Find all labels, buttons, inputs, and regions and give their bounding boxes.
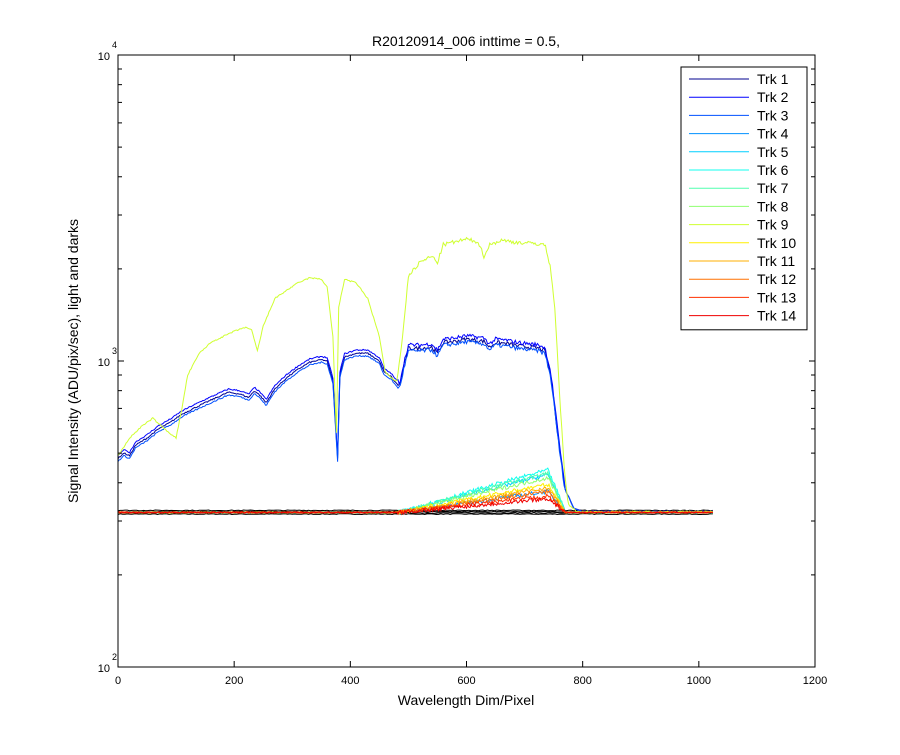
dark-trace (117, 513, 713, 516)
series-line-trk-14 (118, 496, 714, 516)
x-tick-label: 400 (341, 675, 359, 687)
legend-label: Trk 12 (757, 271, 796, 287)
y-tick-label: 10 (98, 663, 110, 675)
x-tick-label: 800 (573, 675, 591, 687)
x-tick-label: 1200 (803, 675, 827, 687)
y-tick-exponent: 4 (112, 40, 117, 50)
legend-box (680, 66, 808, 331)
y-tick-exponent: 2 (112, 652, 117, 662)
chart-title: R20120914_006 inttime = 0.5, (372, 33, 560, 49)
y-axis-label: Signal Intensity (ADU/pix/sec), light an… (65, 219, 81, 503)
x-tick-label: 200 (225, 675, 243, 687)
y-tick-exponent: 3 (112, 346, 117, 356)
series-layer (117, 236, 714, 516)
legend-label: Trk 1 (757, 71, 789, 87)
x-tick-label: 1000 (687, 675, 711, 687)
y-tick-label: 10 (98, 51, 110, 63)
x-axis-label: Wavelength Dim/Pixel (398, 692, 534, 708)
legend-label: Trk 5 (757, 144, 789, 160)
legend-label: Trk 10 (757, 235, 796, 251)
legend-label: Trk 6 (757, 162, 789, 178)
x-tick-label: 600 (457, 675, 475, 687)
legend-label: Trk 7 (757, 180, 789, 196)
y-tick-label: 10 (98, 357, 110, 369)
legend-label: Trk 11 (757, 253, 795, 269)
legend-label: Trk 4 (757, 126, 789, 142)
legend-label: Trk 9 (757, 217, 789, 233)
legend-label: Trk 3 (757, 107, 789, 123)
x-tick-label: 0 (115, 675, 121, 687)
legend-label: Trk 14 (757, 308, 796, 324)
legend: Trk 1 Trk 2 Trk 3 Trk 4 Trk 5 Trk 6 Trk 7 Trk 8… (680, 66, 808, 331)
legend-label: Trk 13 (757, 289, 796, 305)
legend-label: Trk 8 (757, 198, 789, 214)
legend-label: Trk 2 (757, 89, 789, 105)
